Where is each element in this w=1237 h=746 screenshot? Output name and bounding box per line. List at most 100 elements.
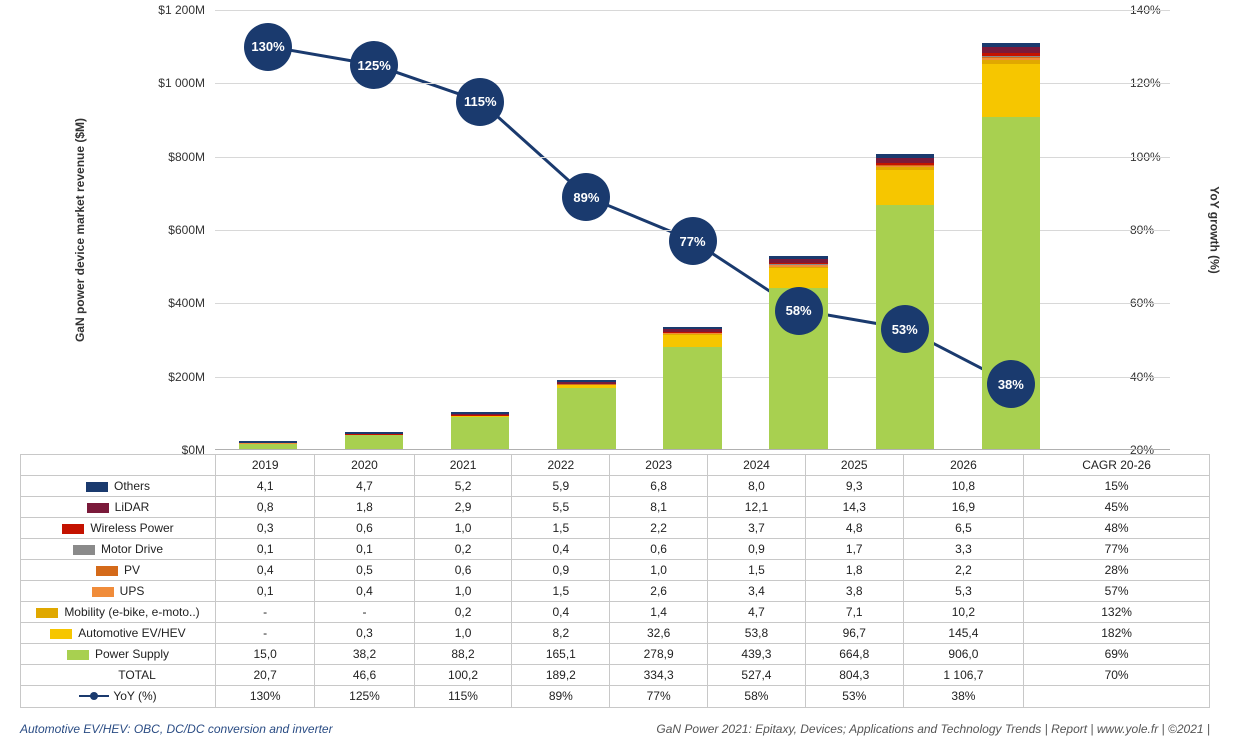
cell-total: 804,3 (805, 665, 903, 686)
seg-auto (982, 64, 1040, 117)
y-left-axis-label: GaN power device market revenue ($M) (73, 118, 87, 342)
cell: 664,8 (805, 644, 903, 665)
cell-yoy: 38% (903, 686, 1024, 708)
legend-swatch (62, 524, 84, 534)
cell: 0,6 (315, 518, 414, 539)
cell: 16,9 (903, 497, 1024, 518)
cell: 0,4 (512, 539, 610, 560)
legend-swatch (96, 566, 118, 576)
cell: 10,2 (903, 602, 1024, 623)
cell: 3,3 (903, 539, 1024, 560)
cell: 53,8 (708, 623, 806, 644)
cell: 8,2 (512, 623, 610, 644)
cell: 439,3 (708, 644, 806, 665)
yoy-marker: 58% (775, 287, 823, 335)
cell: 0,2 (414, 602, 512, 623)
bar-2020 (345, 432, 403, 449)
yoy-marker: 77% (669, 217, 717, 265)
seg-auto (769, 268, 827, 288)
bar-2019 (239, 441, 297, 449)
legend-swatch (92, 587, 114, 597)
cell: 1,5 (512, 581, 610, 602)
cell: 4,8 (805, 518, 903, 539)
seg-psu (345, 435, 403, 449)
row-label: LiDAR (21, 497, 216, 518)
cell: 3,8 (805, 581, 903, 602)
row-label: Automotive EV/HEV (21, 623, 216, 644)
yoy-marker: 89% (562, 173, 610, 221)
cell: - (315, 602, 414, 623)
yoy-marker: 53% (881, 305, 929, 353)
cell: 4,7 (315, 476, 414, 497)
y-left-tick: $800M (135, 150, 205, 164)
cell: 6,5 (903, 518, 1024, 539)
col-header: 2025 (805, 455, 903, 476)
plot-area: 130%125%115%89%77%58%53%38% (215, 10, 1170, 450)
cell-yoy: 89% (512, 686, 610, 708)
cell-yoy: 115% (414, 686, 512, 708)
cell-total: 334,3 (610, 665, 708, 686)
legend-swatch (67, 650, 89, 660)
cell-cagr: 45% (1024, 497, 1210, 518)
col-header-cagr: CAGR 20-26 (1024, 455, 1210, 476)
cell: 145,4 (903, 623, 1024, 644)
yoy-marker: 130% (244, 23, 292, 71)
y-left-tick: $200M (135, 370, 205, 384)
seg-psu (663, 347, 721, 449)
bar-2021 (451, 412, 509, 449)
cell: 0,6 (414, 560, 512, 581)
cell-cagr: 15% (1024, 476, 1210, 497)
cell: 0,6 (610, 539, 708, 560)
cell-total: 100,2 (414, 665, 512, 686)
cell: 1,5 (708, 560, 806, 581)
cell: 0,4 (512, 602, 610, 623)
cell: 8,1 (610, 497, 708, 518)
col-header: 2021 (414, 455, 512, 476)
legend-swatch (36, 608, 58, 618)
cell: 12,1 (708, 497, 806, 518)
cell-cagr: 182% (1024, 623, 1210, 644)
cell: 0,9 (512, 560, 610, 581)
cell: 0,1 (216, 581, 315, 602)
seg-psu (557, 388, 615, 449)
col-header: 2019 (216, 455, 315, 476)
cell: 8,0 (708, 476, 806, 497)
cell: 32,6 (610, 623, 708, 644)
seg-psu (239, 444, 297, 450)
cell: 5,5 (512, 497, 610, 518)
cell: 88,2 (414, 644, 512, 665)
cell-cagr: 132% (1024, 602, 1210, 623)
cell: 0,3 (315, 623, 414, 644)
bar-2024 (769, 256, 827, 449)
cell: 2,2 (903, 560, 1024, 581)
cell: 165,1 (512, 644, 610, 665)
bar-2022 (557, 380, 615, 449)
yoy-marker: 38% (987, 360, 1035, 408)
cell: 1,7 (805, 539, 903, 560)
cell: 5,2 (414, 476, 512, 497)
cell: 1,8 (805, 560, 903, 581)
y-right-axis-label: YoY growth (%) (1208, 186, 1222, 274)
cell-yoy: 53% (805, 686, 903, 708)
cell: 5,9 (512, 476, 610, 497)
cell: 2,9 (414, 497, 512, 518)
seg-psu (451, 417, 509, 449)
cell: 9,3 (805, 476, 903, 497)
cell: 0,9 (708, 539, 806, 560)
seg-auto (663, 335, 721, 347)
cell-cagr: 57% (1024, 581, 1210, 602)
row-label: PV (21, 560, 216, 581)
cell-yoy: 77% (610, 686, 708, 708)
cell-yoy: 130% (216, 686, 315, 708)
cell-total: 527,4 (708, 665, 806, 686)
cell: 1,0 (414, 623, 512, 644)
row-label: Motor Drive (21, 539, 216, 560)
cell: 0,1 (315, 539, 414, 560)
cell: - (216, 602, 315, 623)
cell: 0,2 (414, 539, 512, 560)
row-label: UPS (21, 581, 216, 602)
cell: 38,2 (315, 644, 414, 665)
bar-2025 (876, 154, 934, 449)
col-header: 2022 (512, 455, 610, 476)
cell: 1,0 (610, 560, 708, 581)
